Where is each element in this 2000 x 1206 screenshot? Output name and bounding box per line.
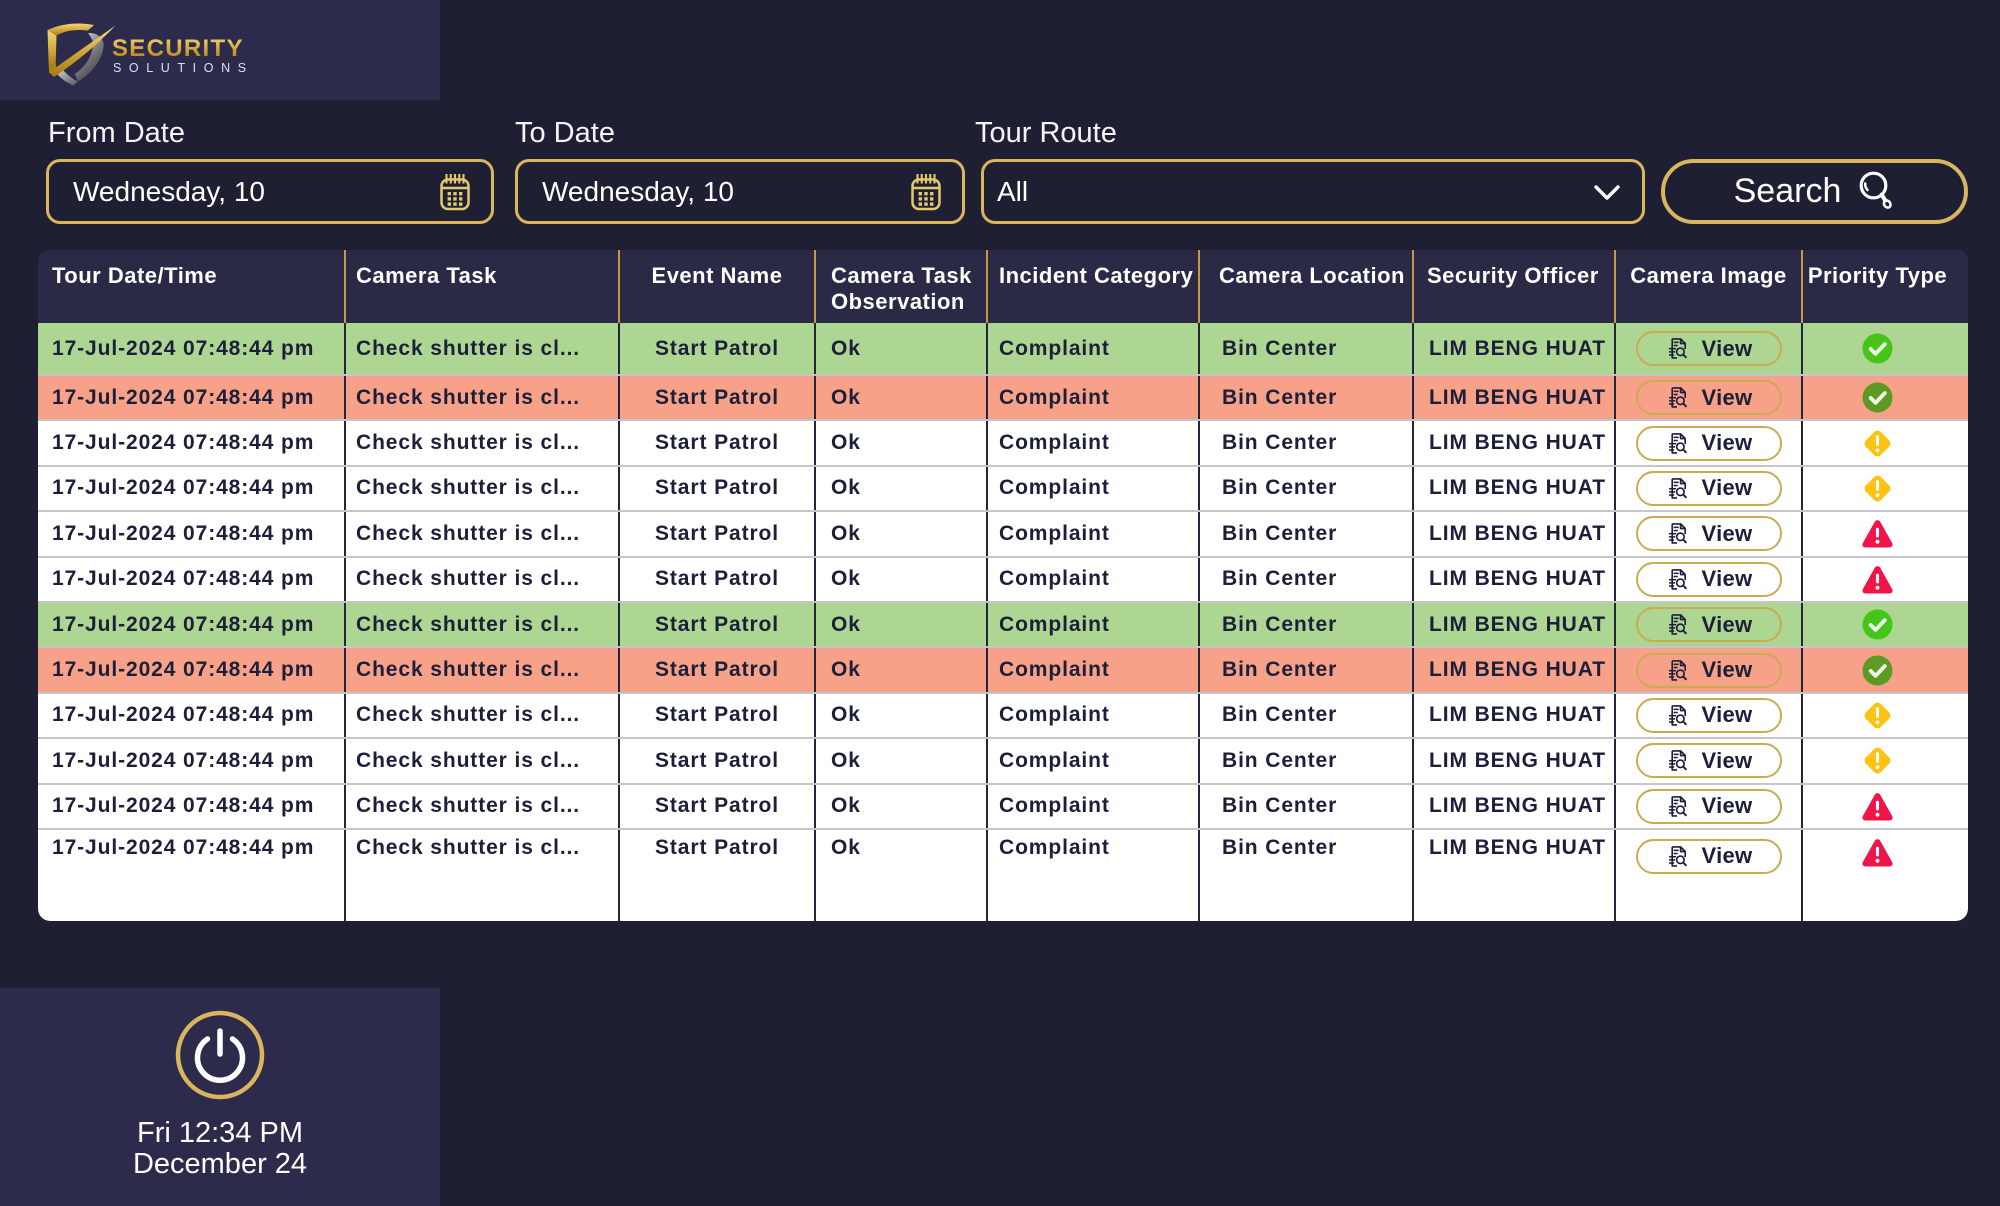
svg-text:SOLUTIONS: SOLUTIONS [113, 61, 250, 75]
svg-text:SECURITY: SECURITY [112, 35, 244, 62]
